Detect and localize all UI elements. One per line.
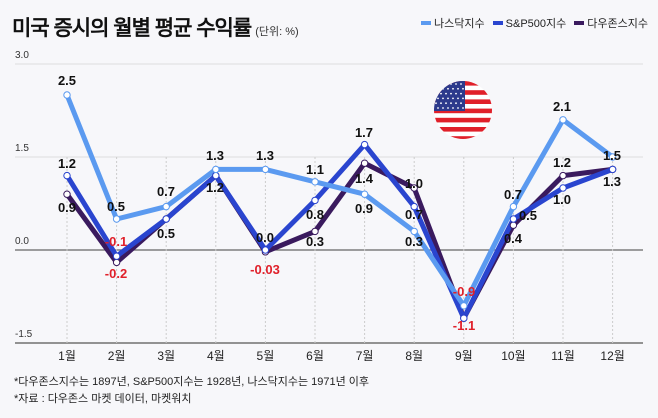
data-point — [63, 91, 71, 99]
x-tick-label: 9월 — [455, 349, 473, 363]
data-point — [311, 178, 319, 186]
data-label: 0.7 — [405, 207, 423, 222]
x-tick-label: 1월 — [58, 349, 76, 363]
data-label: 1.7 — [355, 125, 373, 140]
title-text: 미국 증시의 월별 평균 수익률 — [12, 17, 252, 40]
legend-swatch — [492, 21, 503, 25]
data-point — [360, 159, 369, 167]
footnote-sources-years: *다우존스지수는 1897년, S&P500지수는 1928년, 나스닥지수는 … — [14, 376, 370, 388]
x-tick-label: 2월 — [108, 349, 126, 363]
x-tick-label: 10월 — [501, 349, 525, 363]
data-label: 0.8 — [306, 207, 324, 222]
data-label: 0.5 — [157, 226, 175, 241]
legend-nasdaq: 나스닥지수 — [421, 15, 485, 31]
data-point — [460, 314, 468, 322]
data-label: -0.03 — [250, 262, 280, 277]
data-label: 2.1 — [553, 99, 571, 114]
data-label: 0.3 — [405, 234, 423, 249]
x-tick-label: 5월 — [257, 349, 275, 363]
data-label: -0.9 — [453, 284, 475, 299]
data-point — [559, 184, 567, 192]
footnote-source: *자료 : 다우존스 마켓 데이터, 마켓워치 — [14, 393, 192, 405]
y-tick-label: 3.0 — [15, 50, 29, 61]
x-tick-label: 11월 — [551, 349, 575, 363]
y-tick-label: 1.5 — [15, 143, 29, 154]
data-point — [112, 258, 121, 267]
legend-swatch — [574, 21, 585, 25]
data-point — [311, 227, 319, 236]
data-label: 1.0 — [405, 176, 423, 191]
data-label: -0.2 — [105, 266, 127, 281]
x-tick-label: 7월 — [356, 349, 374, 363]
data-point — [261, 246, 270, 254]
data-label: 1.5 — [603, 148, 621, 163]
data-label: 0.3 — [306, 234, 324, 249]
data-label: 1.2 — [206, 180, 224, 195]
data-label: 0.0 — [256, 230, 274, 245]
data-label: 1.3 — [256, 148, 274, 163]
data-point — [509, 221, 518, 229]
data-label: 1.4 — [355, 171, 374, 186]
data-point — [212, 165, 220, 174]
data-point — [360, 190, 369, 198]
data-point — [509, 215, 518, 223]
x-tick-label: 6월 — [306, 349, 324, 363]
data-label: 0.5 — [107, 199, 125, 214]
legend-swatch — [421, 21, 432, 25]
data-point — [311, 196, 319, 205]
data-label: 0.7 — [504, 187, 522, 202]
data-point — [608, 153, 617, 161]
data-label: 0.4 — [504, 231, 523, 246]
y-tick-label: -1.5 — [15, 329, 33, 340]
data-point — [261, 165, 270, 174]
data-point — [509, 202, 518, 211]
data-point — [63, 171, 71, 180]
series-line-1 — [64, 142, 614, 321]
legend-dow: 다우존스지수 — [574, 15, 648, 31]
data-point — [112, 215, 121, 223]
y-tick-label: 0.0 — [15, 236, 29, 247]
legend: 나스닥지수 S&P500지수 다우존스지수 — [421, 15, 648, 31]
data-label: 1.2 — [58, 156, 76, 171]
data-label: 1.3 — [603, 174, 621, 189]
data-point — [559, 171, 567, 180]
data-label: 1.0 — [553, 192, 571, 207]
legend-label: S&P500지수 — [505, 18, 567, 30]
data-point — [63, 190, 71, 198]
unit-label: (단위: %) — [255, 26, 299, 38]
data-label: 1.3 — [206, 148, 224, 163]
data-label: 0.9 — [58, 200, 76, 215]
data-label: 1.1 — [306, 162, 324, 177]
data-point — [410, 202, 418, 211]
data-point — [162, 202, 170, 211]
data-label: 0.7 — [157, 184, 175, 199]
data-point — [410, 184, 418, 192]
data-point — [410, 227, 418, 236]
data-point — [360, 140, 369, 149]
data-label: 0.9 — [355, 201, 373, 216]
us-flag-icon — [434, 81, 492, 139]
data-point — [460, 302, 468, 310]
data-point — [559, 116, 567, 124]
data-point — [162, 215, 170, 223]
legend-label: 나스닥지수 — [434, 18, 485, 30]
x-tick-label: 3월 — [157, 349, 175, 363]
data-label: 2.5 — [58, 73, 76, 88]
data-label: -0.1 — [105, 234, 127, 249]
legend-label: 다우존스지수 — [587, 18, 648, 30]
data-label: 1.2 — [553, 155, 571, 170]
data-point — [212, 171, 220, 180]
series-line-0 — [64, 94, 615, 309]
data-point — [608, 165, 617, 174]
x-tick-label: 4월 — [207, 349, 225, 363]
data-label: 0.5 — [519, 208, 537, 223]
data-label: -1.1 — [453, 318, 475, 333]
chart-title: 미국 증시의 월별 평균 수익률 (단위: %) — [12, 12, 299, 42]
x-tick-label: 8월 — [405, 349, 423, 363]
x-tick-label: 12월 — [600, 349, 624, 363]
legend-sp500: S&P500지수 — [492, 15, 567, 31]
data-point — [112, 252, 121, 260]
